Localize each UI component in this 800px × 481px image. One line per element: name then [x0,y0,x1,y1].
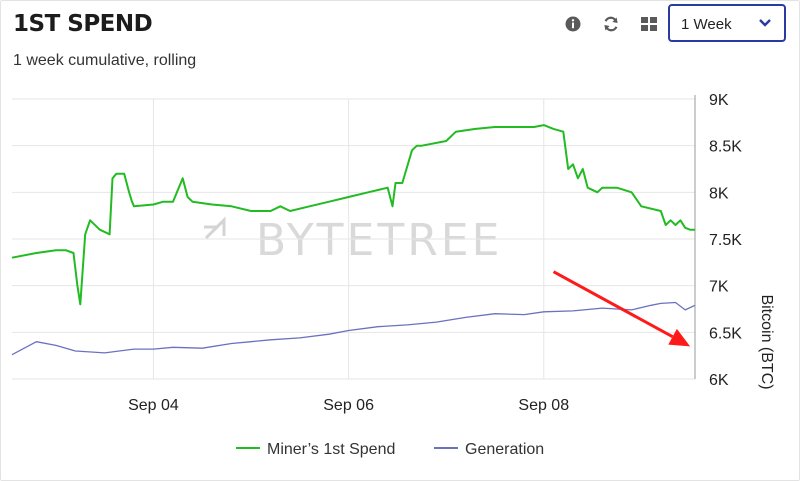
y-tick-label: 9K [709,92,729,109]
range-select-value: 1 Week [681,16,732,33]
series-line-miners-1st-spend [11,124,695,306]
y-tick-label: 7.5K [709,232,742,249]
range-select[interactable]: 1 Week [668,4,786,42]
x-tick-label: Sep 08 [518,397,569,414]
annotation-arrow-head [668,328,691,347]
y-tick-label: 8.5K [709,139,742,156]
annotation-arrow-shaft [552,270,674,339]
info-icon[interactable] [563,14,583,34]
refresh-icon[interactable] [601,14,621,34]
x-tick-label: Sep 04 [128,397,179,414]
chart-subtitle: 1 week cumulative, rolling [13,52,197,69]
y-tick-label: 6K [709,372,729,389]
watermark-text: BYTETREE [256,215,502,266]
legend: Miner’s 1st Spend Generation [236,441,544,458]
page-title: 1ST SPEND [13,11,153,37]
legend-label[interactable]: Miner’s 1st Spend [267,441,395,458]
watermark: BYTETREE [204,215,502,266]
y-tick-label: 6.5K [709,325,742,342]
chevron-down-icon [759,19,771,27]
annotations [552,270,691,347]
legend-label[interactable]: Generation [465,441,544,458]
grid-icon[interactable] [639,14,659,34]
x-tick-label: Sep 06 [323,397,374,414]
y-axis-title: Bitcoin (BTC) [758,294,775,389]
y-tick-label: 7K [709,279,729,296]
y-axis: 6K 6.5K 7K 7.5K 8K 8.5K 9K [709,92,742,389]
series-layer [11,124,696,356]
watermark-logo-icon [204,216,226,240]
x-axis: Sep 04 Sep 06 Sep 08 [128,397,569,414]
series-line-generation [11,301,696,356]
y-tick-label: 8K [709,185,729,202]
